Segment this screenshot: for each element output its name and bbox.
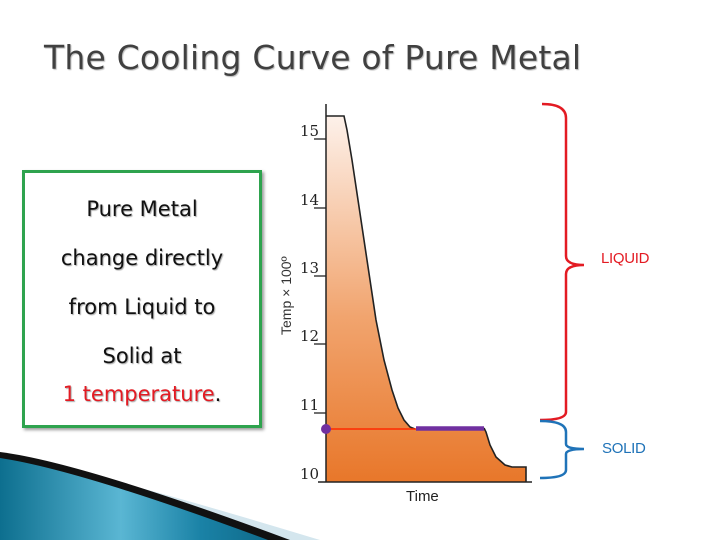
liquid-bracket: [539, 102, 585, 422]
explanation-line-4: Solid at: [102, 344, 182, 368]
freezing-point-marker: [321, 424, 331, 434]
liquid-label: LIQUID: [601, 250, 650, 267]
highlight-temperature: 1 temperature: [62, 382, 215, 406]
ytick-12: 12: [300, 327, 319, 345]
explanation-box: Pure Metal change directly from Liquid t…: [22, 170, 262, 428]
ytick-10: 10: [300, 465, 319, 483]
y-axis-label: Temp × 100º: [278, 256, 294, 335]
curve-line: [326, 115, 527, 482]
solid-label: SOLID: [602, 440, 646, 457]
explanation-line-2: change directly: [60, 246, 224, 270]
ytick-14: 14: [300, 191, 319, 209]
x-axis-label: Time: [406, 488, 439, 505]
period: .: [214, 382, 222, 406]
explanation-line-1: Pure Metal: [86, 197, 198, 221]
ytick-13: 13: [300, 259, 319, 277]
explanation-line-3: from Liquid to: [68, 295, 216, 319]
solid-bracket: [539, 419, 585, 480]
curve-area: [326, 116, 526, 482]
slide-title: The Cooling Curve of Pure Metal: [44, 38, 582, 77]
explanation-line-5: 1 temperature.: [25, 381, 259, 407]
ytick-11: 11: [300, 396, 319, 414]
ytick-15: 15: [300, 122, 319, 140]
